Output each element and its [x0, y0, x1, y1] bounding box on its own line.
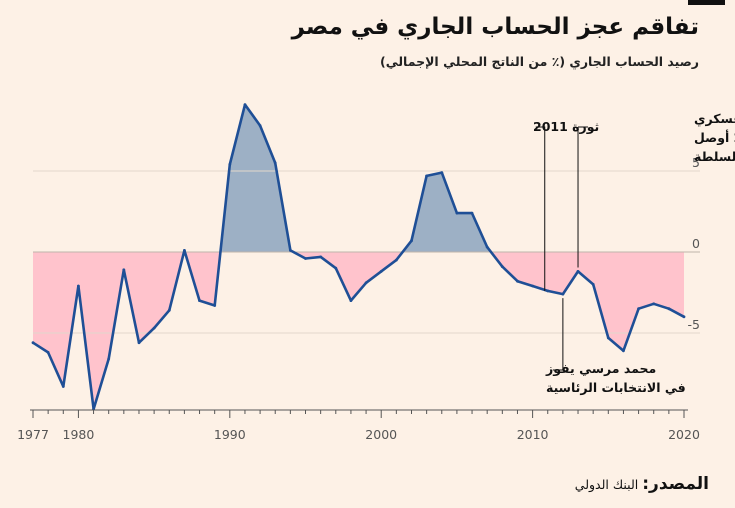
data-point: [213, 304, 217, 307]
x-tick-label: 2010: [517, 427, 549, 442]
annotation-leader: [552, 298, 564, 371]
data-point: [637, 307, 640, 311]
data-point: [440, 171, 444, 175]
data-point: [77, 284, 80, 288]
data-point: [61, 385, 65, 388]
series-line: [31, 103, 686, 411]
data-point: [167, 308, 171, 312]
data-point: [273, 161, 277, 165]
data-point: [561, 292, 565, 296]
data-point: [485, 245, 489, 249]
negative-area: [33, 252, 184, 410]
positive-area: [402, 172, 491, 252]
data-point: [667, 307, 671, 311]
data-point: [122, 268, 126, 272]
data-point: [334, 266, 338, 270]
annotation-morsi: محمد مرسي يفوز: [545, 361, 656, 376]
data-point: [394, 258, 398, 262]
header-accent-bar: [688, 0, 725, 5]
data-point: [622, 349, 625, 353]
source-note: المصدر: البنك الدولي: [575, 474, 709, 494]
data-point: [183, 249, 186, 252]
data-point: [198, 299, 201, 302]
source-name: البنك الدولي: [574, 477, 639, 492]
annotation-morsi: في الانتخابات الرئاسية: [546, 380, 686, 395]
data-point: [546, 289, 550, 293]
data-point: [228, 163, 232, 166]
data-point: [682, 315, 686, 319]
data-point: [652, 302, 656, 306]
x-tick-label: 2000: [365, 427, 397, 442]
grid-lines: [33, 170, 700, 334]
data-point: [243, 103, 247, 106]
negative-area: [491, 252, 684, 351]
data-point: [500, 265, 504, 268]
data-point: [364, 281, 368, 285]
negative-area: [293, 252, 403, 301]
data-point: [137, 341, 141, 345]
chart-subtitle: رصيد الحساب الجاري (٪ من الناتج المحلي ا…: [379, 54, 699, 69]
data-point: [516, 279, 519, 283]
data-point: [379, 270, 383, 273]
annotation-coup: انقلاب عسكري: [694, 111, 735, 126]
data-point: [319, 255, 323, 259]
data-point: [576, 270, 580, 273]
data-point: [31, 341, 35, 345]
data-point: [107, 357, 111, 361]
x-tick-label: 2020: [668, 427, 700, 442]
data-point: [46, 351, 50, 354]
source-label: المصدر:: [642, 474, 709, 494]
data-point: [425, 174, 428, 178]
data-point: [304, 257, 307, 260]
annotation-coup: عام 2013 أوصل: [694, 129, 735, 146]
data-point: [410, 239, 413, 243]
data-point: [289, 249, 292, 252]
data-point: [349, 299, 353, 302]
annotation-coup: السيسي إلى السلطة: [694, 149, 735, 164]
axes: 5 0 -5 1977 1980 1990 2000 2010 2020: [17, 155, 700, 442]
chart-title: تفاقم عجز الحساب الجاري في مصر: [291, 14, 699, 40]
y-tick-label: -5: [688, 317, 700, 332]
x-tick-label: 1980: [63, 427, 95, 442]
area-fills: [33, 104, 684, 410]
y-tick-label: 5: [692, 155, 700, 170]
positive-area: [220, 104, 294, 252]
data-point: [152, 326, 156, 330]
data-point: [455, 211, 459, 215]
negative-area: [184, 252, 221, 306]
x-tick-label: 1990: [214, 427, 246, 442]
data-point: [258, 124, 262, 127]
data-point: [470, 211, 474, 215]
x-tick-label: 1977: [17, 427, 49, 442]
annotation-revolution: ثورة 2011: [533, 119, 599, 134]
annotation-leader: [535, 126, 546, 291]
series-line-path: [32, 103, 685, 411]
data-point: [606, 336, 610, 340]
data-point: [591, 283, 595, 286]
data-point: [531, 284, 534, 288]
annotations: ثورة 2011 انقلاب عسكري عام 2013 أوصل السيسي…: [533, 111, 735, 395]
y-tick-label: 0: [692, 236, 700, 251]
